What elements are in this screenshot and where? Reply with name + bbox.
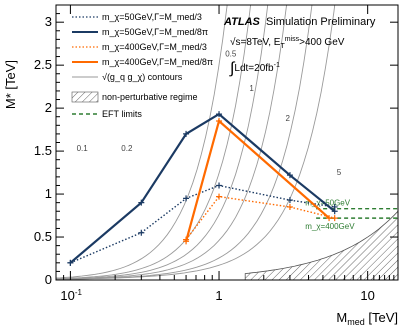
eft-limit-label: m_χ=50GeV bbox=[305, 199, 351, 208]
y-tick-label: 2 bbox=[45, 100, 52, 115]
contour-line bbox=[56, 5, 252, 280]
data-point bbox=[183, 195, 190, 202]
legend-swatch bbox=[71, 91, 99, 103]
energy-label: √s=8TeV, ETmiss>400 GeV bbox=[230, 36, 345, 50]
series-line bbox=[70, 184, 335, 264]
non-perturbative-region bbox=[244, 210, 398, 280]
data-point bbox=[138, 199, 145, 206]
contour-line bbox=[56, 5, 313, 280]
contour-line bbox=[56, 5, 288, 280]
contour-label: 0.2 bbox=[121, 144, 133, 153]
legend-label: EFT limits bbox=[102, 109, 142, 119]
y-tick-label: 0 bbox=[45, 272, 52, 287]
series-line bbox=[69, 112, 336, 264]
y-tick-label: 2.5 bbox=[34, 57, 52, 72]
data-point bbox=[67, 259, 74, 266]
data-point bbox=[216, 182, 223, 189]
x-axis-label: Mmed [TeV] bbox=[336, 310, 398, 327]
data-point bbox=[326, 215, 333, 222]
legend-label: m_χ=400GeV,Γ=M_med/8π bbox=[102, 57, 213, 67]
data-point bbox=[286, 197, 293, 204]
data-point bbox=[286, 172, 293, 179]
eft-limit-label: m_χ=400GeV bbox=[305, 222, 355, 231]
x-tick-label: 10 bbox=[360, 288, 374, 303]
legend: m_χ=50GeV,Γ=M_med/3 m_χ=50GeV,Γ=M_med/8πm… bbox=[71, 12, 213, 119]
contour-label: 0.5 bbox=[225, 50, 237, 59]
legend-label: m_χ=50GeV,Γ=M_med/8π bbox=[102, 27, 208, 37]
contour-label: 2 bbox=[286, 114, 291, 123]
contour-label: 5 bbox=[337, 168, 342, 177]
contour-line bbox=[56, 5, 269, 280]
legend-label: non-perturbative regime bbox=[102, 92, 198, 102]
data-point bbox=[183, 130, 190, 137]
atlas-annotation: ATLAS Simulation Preliminary √s=8TeV, ET… bbox=[223, 16, 376, 77]
y-tick-label: 1 bbox=[45, 186, 52, 201]
data-point bbox=[216, 111, 223, 118]
legend-label: m_χ=50GeV,Γ=M_med/3 bbox=[102, 12, 202, 22]
contour-label: 1 bbox=[249, 84, 254, 93]
data-point bbox=[286, 203, 293, 210]
y-tick-label: 0.5 bbox=[34, 229, 52, 244]
legend-label: √(g_q g_χ) contours bbox=[102, 72, 183, 82]
y-axis-label: M* [TeV] bbox=[3, 60, 18, 109]
data-point bbox=[331, 208, 338, 215]
atlas-label: ATLAS bbox=[223, 16, 261, 28]
contour-line bbox=[56, 5, 228, 279]
data-point bbox=[183, 238, 190, 245]
data-point bbox=[216, 193, 223, 200]
x-tick-label: 1 bbox=[215, 288, 222, 303]
y-tick-label: 1.5 bbox=[34, 143, 52, 158]
x-tick-label: 10-1 bbox=[60, 288, 82, 303]
atlas-subtitle: Simulation Preliminary bbox=[266, 16, 376, 28]
contour-label: 0.1 bbox=[77, 144, 89, 153]
y-tick-label: 3 bbox=[45, 14, 52, 29]
lumi-label: ∫Ldt=20fb-1 bbox=[229, 60, 280, 77]
data-point bbox=[331, 215, 338, 222]
data-point bbox=[216, 118, 223, 125]
data-point bbox=[138, 229, 145, 236]
legend-label: m_χ=400GeV,Γ=M_med/3 bbox=[102, 42, 207, 52]
